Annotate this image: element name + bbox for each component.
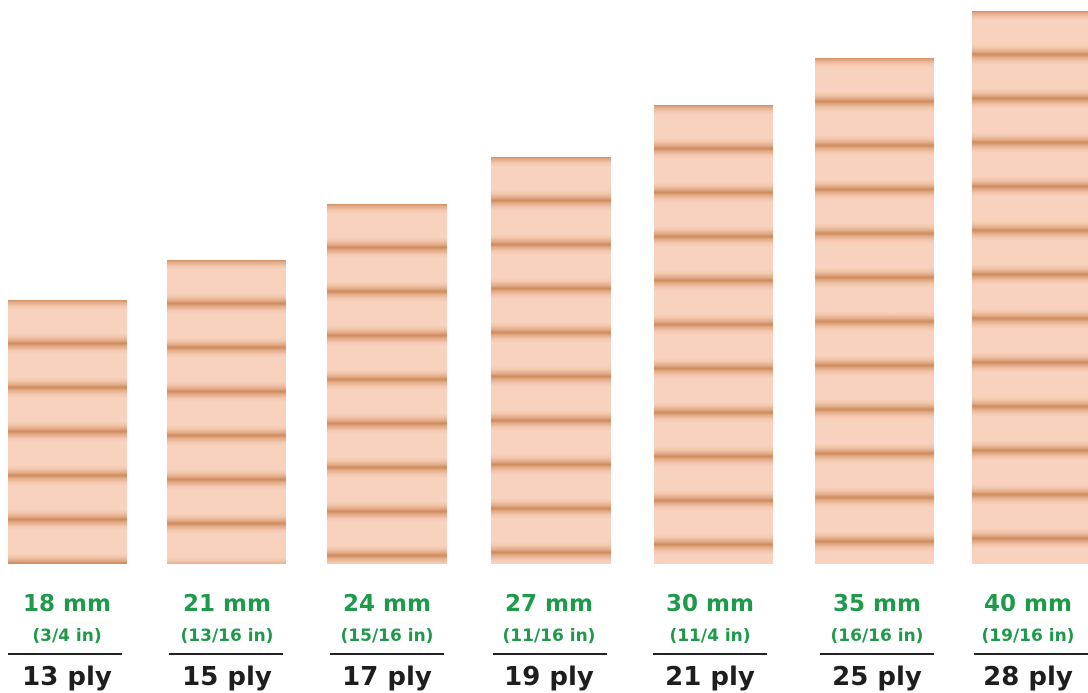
plywood-stack-28-ply — [972, 11, 1088, 564]
thickness-in-label: (15/16 in) — [340, 626, 434, 646]
plywood-stack-25-ply — [815, 58, 934, 564]
label-divider — [169, 653, 283, 655]
label-divider — [8, 653, 122, 655]
thickness-in-label: (13/16 in) — [180, 626, 274, 646]
thickness-mm-label: 24 mm — [343, 591, 431, 617]
label-divider — [330, 653, 444, 655]
ply-count-label: 13 ply — [22, 662, 112, 692]
thickness-in-label: (3/4 in) — [32, 626, 102, 646]
ply-count-label: 15 ply — [182, 662, 272, 692]
ply-count-label: 28 ply — [983, 662, 1073, 692]
thickness-in-label: (16/16 in) — [830, 626, 924, 646]
thickness-in-label: (11/4 in) — [669, 626, 751, 646]
thickness-mm-label: 18 mm — [23, 591, 111, 617]
label-divider — [820, 653, 934, 655]
plywood-stack-21-ply — [654, 105, 773, 564]
thickness-in-label: (11/16 in) — [502, 626, 596, 646]
plywood-stack-13-ply — [8, 300, 127, 564]
thickness-mm-label: 30 mm — [666, 591, 754, 617]
ply-count-label: 21 ply — [665, 662, 755, 692]
ply-count-label: 19 ply — [504, 662, 594, 692]
thickness-mm-label: 27 mm — [505, 591, 593, 617]
label-divider — [653, 653, 767, 655]
ply-count-label: 25 ply — [832, 662, 922, 692]
plywood-stack-17-ply — [327, 204, 447, 564]
label-divider — [974, 653, 1088, 655]
ply-count-label: 17 ply — [342, 662, 432, 692]
thickness-in-label: (19/16 in) — [981, 626, 1075, 646]
thickness-mm-label: 21 mm — [183, 591, 271, 617]
thickness-mm-label: 40 mm — [984, 591, 1072, 617]
label-divider — [493, 653, 607, 655]
plywood-stack-19-ply — [491, 157, 611, 564]
thickness-mm-label: 35 mm — [833, 591, 921, 617]
plywood-stack-15-ply — [167, 260, 286, 564]
